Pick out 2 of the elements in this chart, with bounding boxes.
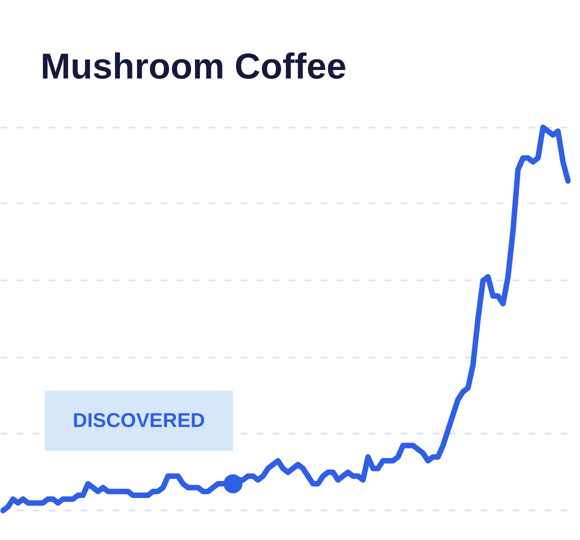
annotation: DISCOVERED — [72, 410, 206, 432]
chart-title: Mushroom Coffee — [40, 46, 346, 86]
